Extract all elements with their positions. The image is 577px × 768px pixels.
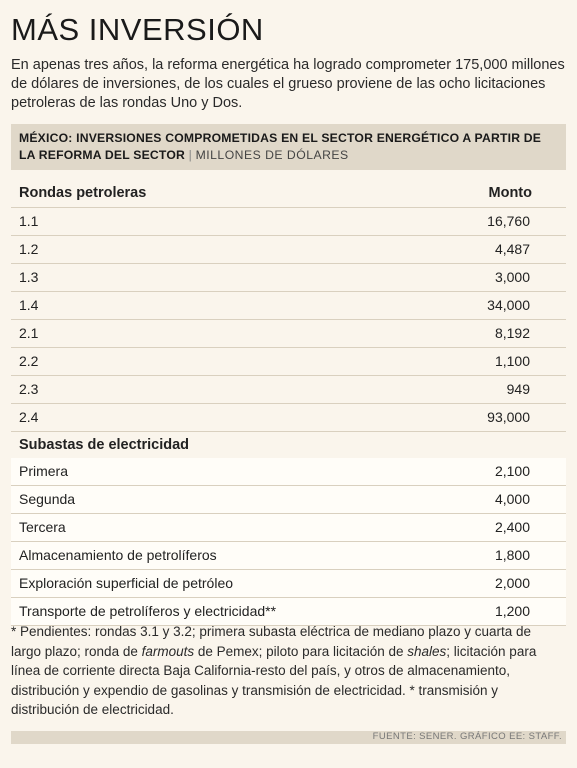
footnote-text: de Pemex; piloto para licitación de: [194, 643, 408, 659]
column-header-label: Rondas petroleras: [19, 185, 147, 201]
row-value: 1,800: [494, 547, 530, 563]
row-label: Transporte de petrolíferos y electricida…: [19, 603, 277, 619]
row-label: Exploración superficial de petróleo: [19, 575, 234, 591]
row-label: 1.2: [19, 241, 39, 257]
footnote: * Pendientes: rondas 3.1 y 3.2; primera …: [11, 622, 551, 720]
row-value: 1,200: [494, 603, 530, 619]
row-value: 1,100: [494, 353, 530, 369]
table-row: 1.1 16,760: [11, 208, 566, 236]
table-row: Transporte de petrolíferos y electricida…: [11, 598, 566, 626]
footnote-text: * Pendientes: rondas 3.1 y 3.2; primera …: [11, 624, 532, 659]
row-value: 3,000: [494, 269, 530, 285]
row-value: 2,400: [494, 519, 530, 535]
table-row: 1.3 3,000: [11, 264, 566, 292]
page-title: MÁS INVERSIÓN: [11, 12, 264, 47]
row-label: Segunda: [19, 491, 76, 507]
title-separator: |: [188, 148, 192, 162]
row-value: 2,100: [494, 463, 530, 479]
footnote-text: ; licitación para línea de corriente dir…: [11, 643, 537, 718]
table-row: 2.1 8,192: [11, 320, 566, 348]
row-value: 34,000: [487, 297, 530, 313]
row-label: 1.3: [19, 269, 39, 285]
section-title: Subastas de electricidad: [19, 437, 190, 453]
table-row: 2.4 93,000: [11, 404, 566, 432]
row-value: 93,000: [487, 409, 530, 425]
table-row: Tercera 2,400: [11, 514, 566, 542]
table-row: Segunda 4,000: [11, 486, 566, 514]
source-credit: FUENTE: SENER. GRÁFICO EE: STAFF.: [372, 731, 562, 742]
table-unit: MILLONES DE DÓLARES: [195, 148, 349, 162]
table-title: MÉXICO: INVERSIONES COMPROMETIDAS EN EL …: [19, 130, 559, 164]
table-title-text: MÉXICO: INVERSIONES COMPROMETIDAS EN EL …: [19, 131, 542, 162]
footnote-italic: shales: [407, 643, 447, 659]
row-label: 2.2: [19, 353, 39, 369]
row-label: Primera: [19, 463, 69, 479]
table-row: Almacenamiento de petrolíferos 1,800: [11, 542, 566, 570]
column-header-value: Monto: [488, 185, 532, 201]
row-label: 2.4: [19, 409, 39, 425]
section-subastas: Primera 2,100 Segunda 4,000 Tercera 2,400 Alma…: [11, 458, 566, 626]
row-value: 2,000: [494, 575, 530, 591]
footnote-italic: farmouts: [141, 643, 195, 659]
table-row: 1.4 34,000: [11, 292, 566, 320]
row-label: Almacenamiento de petrolíferos: [19, 547, 217, 563]
intro-paragraph: En apenas tres años, la reforma energéti…: [11, 57, 565, 111]
table-header-row: Rondas petroleras Monto: [11, 180, 566, 208]
row-label: 1.1: [19, 213, 39, 229]
table-row: Exploración superficial de petróleo 2,000: [11, 570, 566, 598]
row-value: 8,192: [494, 325, 530, 341]
row-label: 1.4: [19, 297, 39, 313]
row-label: Tercera: [19, 519, 66, 535]
table-header-bar: MÉXICO: INVERSIONES COMPROMETIDAS EN EL …: [11, 124, 566, 170]
row-label: 2.1: [19, 325, 39, 341]
row-value: 949: [506, 381, 530, 397]
investment-table: Rondas petroleras Monto 1.1 16,760 1.2 4,48…: [11, 180, 566, 626]
row-value: 4,000: [494, 491, 530, 507]
section-rondas: 1.1 16,760 1.2 4,487 1.3 3,000 1.4 34,000 2.1 8,1…: [11, 208, 566, 432]
row-label: 2.3: [19, 381, 39, 397]
row-value: 16,760: [487, 213, 530, 229]
table-row: 2.2 1,100: [11, 348, 566, 376]
section-header-subastas: Subastas de electricidad: [11, 432, 566, 458]
table-row: Primera 2,100: [11, 458, 566, 486]
row-value: 4,487: [494, 241, 530, 257]
table-row: 1.2 4,487: [11, 236, 566, 264]
table-row: 2.3 949: [11, 376, 566, 404]
source-bar: FUENTE: SENER. GRÁFICO EE: STAFF.: [11, 731, 566, 744]
